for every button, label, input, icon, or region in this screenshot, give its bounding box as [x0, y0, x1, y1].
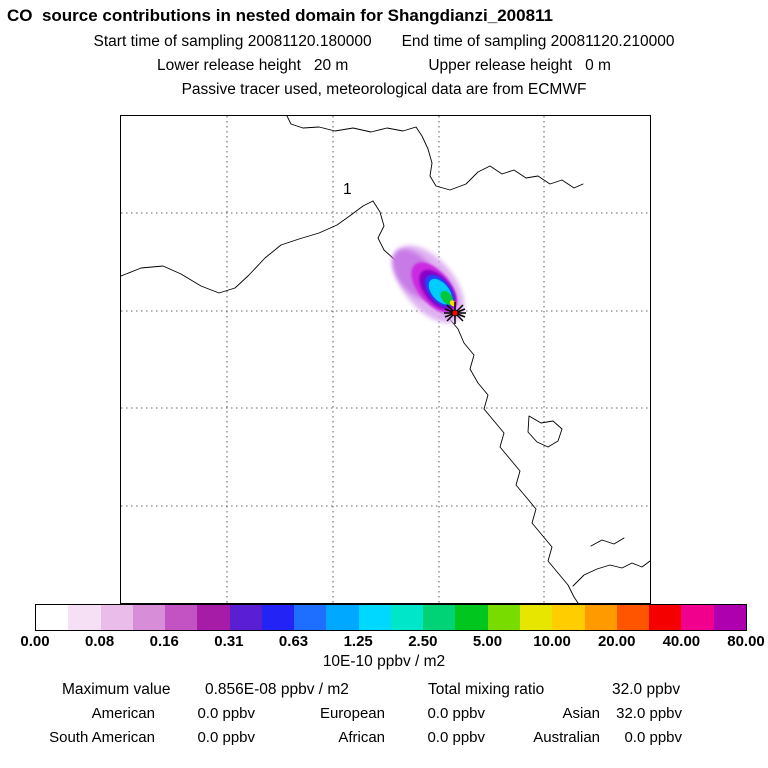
lower-release-height-text: Lower release height 20 m — [157, 57, 349, 74]
contribution-value: 0.0 ppbv — [427, 705, 485, 722]
max-value-text: 0.856E-08 ppbv / m2 — [205, 681, 349, 698]
colorbar-units-label: 10E-10 ppbv / m2 — [322, 653, 446, 670]
contribution-label: American — [91, 705, 155, 722]
contribution-label: South American — [49, 729, 155, 746]
colorbar-tick-label: 10.00 — [533, 633, 571, 650]
contribution-value: 0.0 ppbv — [197, 729, 255, 746]
map-panel: 1 — [120, 115, 651, 604]
colorbar-tick-label: 0.31 — [214, 633, 244, 650]
upper-release-height-text: Upper release height 0 m — [428, 57, 611, 74]
colorbar-cell — [261, 605, 295, 630]
colorbar-tick-label: 2.50 — [408, 633, 438, 650]
contribution-value: 0.0 ppbv — [427, 729, 485, 746]
colorbar-tick-label: 0.00 — [20, 633, 50, 650]
total-mixing-ratio-value: 32.0 ppbv — [612, 681, 681, 698]
graticule-gridlines — [121, 116, 650, 603]
contribution-value: 0.0 ppbv — [197, 705, 255, 722]
colorbar-cell — [100, 605, 133, 630]
tracer-note-line: Passive tracer used, meteorological data… — [0, 81, 768, 99]
colorbar-tick-label: 40.00 — [662, 633, 701, 650]
contribution-label: African — [338, 729, 385, 746]
colorbar-cell — [649, 605, 682, 630]
contribution-value: 0.0 ppbv — [624, 729, 682, 746]
colorbar-cell — [165, 605, 198, 630]
total-mixing-ratio-label: Total mixing ratio — [428, 681, 545, 698]
colorbar-tick-label: 20.00 — [597, 633, 636, 650]
colorbar-tick-label: 0.63 — [278, 633, 309, 650]
tracer-note-text: Passive tracer used, meteorological data… — [181, 81, 587, 98]
colorbar-cell — [68, 605, 101, 630]
colorbar-cell — [294, 605, 327, 630]
colorbar-cell — [455, 605, 488, 630]
page-title: CO source contributions in nested domain… — [7, 6, 554, 25]
region-number-label: 1 — [343, 181, 352, 198]
max-value-label: Maximum value — [62, 681, 171, 698]
colorbar-cell — [519, 605, 553, 630]
contribution-grid: American 0.0 ppbv European 0.0 ppbv Asian 32.… — [30, 705, 682, 746]
colorbar-cell — [358, 605, 391, 630]
colorbar-cell — [584, 605, 617, 630]
colorbar-cell — [552, 605, 585, 630]
colorbar-tick-label: 5.00 — [472, 633, 503, 650]
colorbar-cell — [423, 605, 456, 630]
colorbar-tick-row: 0.00 0.08 0.16 0.31 0.63 1.25 2.50 5.00 10.00 20.… — [20, 633, 764, 651]
map-svg: 1 — [121, 116, 650, 603]
sampling-times-line: Start time of sampling 20081120.180000 E… — [0, 33, 768, 51]
contribution-label: Asian — [562, 705, 600, 722]
release-heights-line: Lower release height 20 m Upper release … — [0, 57, 768, 75]
colorbar-cell — [616, 605, 650, 630]
colorbar-tick-label: 0.08 — [85, 633, 115, 650]
colorbar-cell — [197, 605, 230, 630]
colorbar-cell — [713, 605, 746, 630]
station-marker-icon — [444, 302, 466, 324]
plume — [392, 245, 465, 323]
contribution-label: European — [319, 705, 385, 722]
colorbar-tick-label: 1.25 — [343, 633, 373, 650]
contribution-label: Australian — [533, 729, 600, 746]
colorbar-cell — [132, 605, 166, 630]
colorbar-cell — [36, 605, 69, 630]
colorbar-tick-label: 80.00 — [727, 633, 765, 650]
colorbar-cell — [487, 605, 520, 630]
colorbar-cell — [229, 605, 262, 630]
contribution-value: 32.0 ppbv — [616, 705, 682, 722]
start-time-text: Start time of sampling 20081120.180000 — [93, 33, 372, 50]
colorbar — [35, 604, 747, 631]
colorbar-cell — [390, 605, 424, 630]
colorbar-cell — [681, 605, 714, 630]
colorbar-tick-label: 0.16 — [149, 633, 179, 650]
colorbar-cell — [326, 605, 359, 630]
end-time-text: End time of sampling 20081120.210000 — [401, 33, 675, 50]
